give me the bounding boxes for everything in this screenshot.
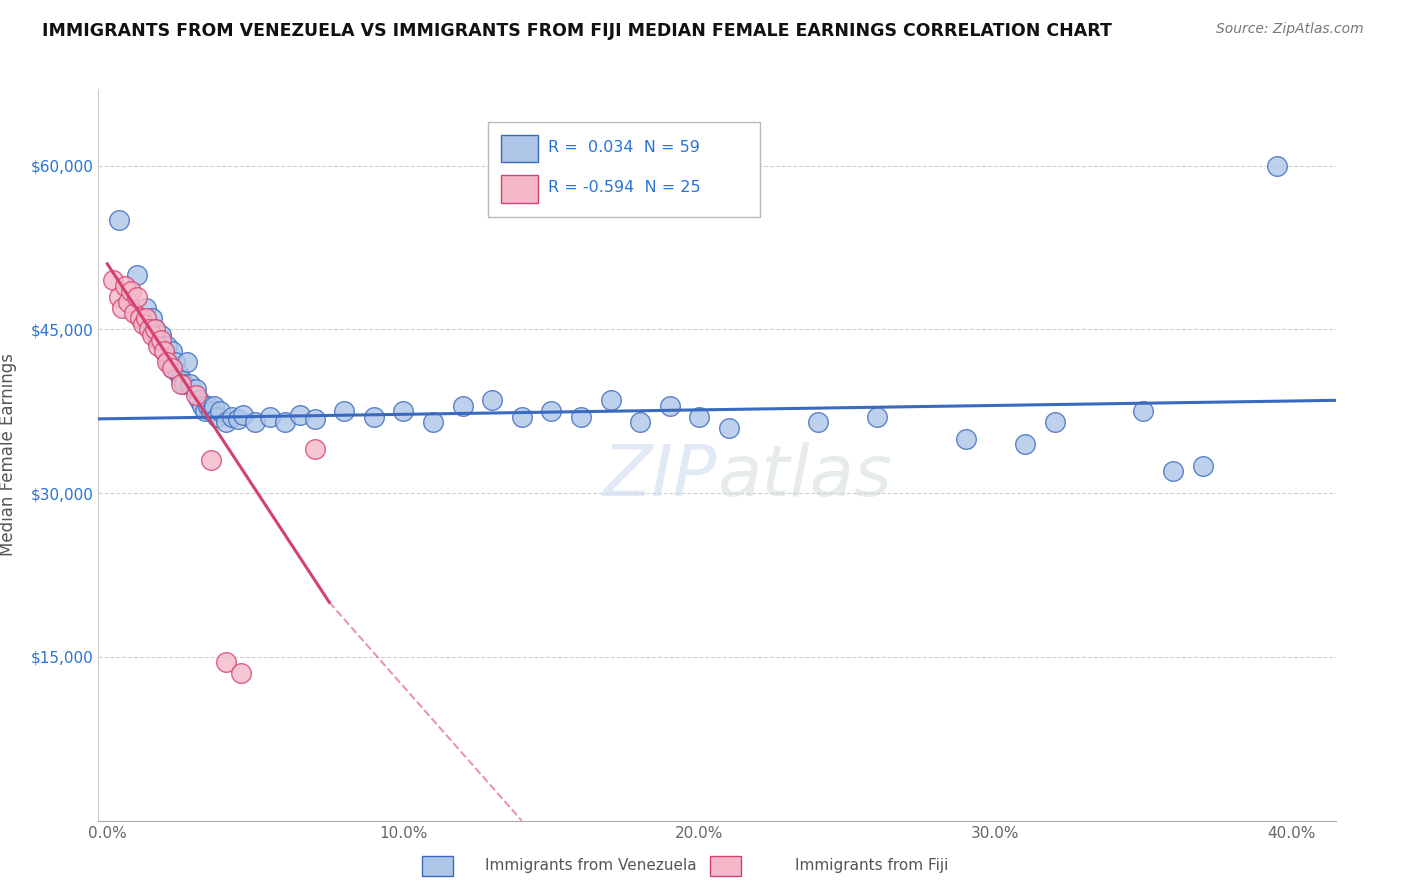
Point: [451, 399, 474, 413]
Point: [333, 404, 356, 418]
Point: [226, 412, 249, 426]
Point: [173, 376, 195, 391]
Point: [232, 408, 254, 422]
Point: [143, 322, 166, 336]
Point: [245, 415, 267, 429]
Point: [717, 420, 740, 434]
FancyBboxPatch shape: [501, 135, 537, 162]
Point: [569, 409, 592, 424]
Point: [120, 284, 142, 298]
Point: [422, 415, 444, 429]
Point: [658, 399, 681, 413]
Point: [122, 306, 145, 320]
Point: [1014, 437, 1036, 451]
Text: Source: ZipAtlas.com: Source: ZipAtlas.com: [1216, 22, 1364, 37]
Point: [103, 273, 125, 287]
Point: [510, 409, 533, 424]
Point: [141, 327, 163, 342]
Point: [1191, 458, 1213, 473]
Point: [202, 399, 225, 413]
Point: [162, 344, 184, 359]
Point: [191, 399, 214, 413]
Point: [184, 383, 207, 397]
Point: [200, 404, 222, 418]
Point: [146, 333, 169, 347]
FancyBboxPatch shape: [488, 122, 761, 218]
Point: [1132, 404, 1154, 418]
Point: [229, 666, 252, 681]
Point: [108, 213, 131, 227]
Point: [540, 404, 562, 418]
Point: [141, 311, 163, 326]
Point: [149, 327, 172, 342]
Point: [1043, 415, 1066, 429]
Point: [1265, 159, 1288, 173]
Point: [274, 415, 297, 429]
Point: [807, 415, 830, 429]
Point: [955, 432, 977, 446]
Point: [135, 301, 157, 315]
Point: [146, 339, 169, 353]
Point: [111, 301, 134, 315]
Point: [170, 371, 193, 385]
Point: [152, 344, 174, 359]
Point: [363, 409, 385, 424]
Point: [117, 295, 139, 310]
Point: [179, 376, 201, 391]
Point: [1161, 464, 1184, 478]
Point: [205, 409, 228, 424]
Point: [184, 388, 207, 402]
Text: ZIP: ZIP: [603, 442, 717, 511]
Point: [165, 355, 187, 369]
Text: IMMIGRANTS FROM VENEZUELA VS IMMIGRANTS FROM FIJI MEDIAN FEMALE EARNINGS CORRELA: IMMIGRANTS FROM VENEZUELA VS IMMIGRANTS …: [42, 22, 1112, 40]
Point: [125, 290, 148, 304]
Y-axis label: Median Female Earnings: Median Female Earnings: [0, 353, 17, 557]
FancyBboxPatch shape: [501, 175, 537, 202]
Point: [143, 322, 166, 336]
Point: [149, 333, 172, 347]
Point: [138, 322, 160, 336]
Point: [155, 339, 177, 353]
Text: R = -0.594  N = 25: R = -0.594 N = 25: [547, 180, 700, 195]
Point: [197, 399, 219, 413]
Point: [155, 355, 177, 369]
Point: [688, 409, 710, 424]
Point: [304, 442, 326, 457]
Point: [132, 317, 155, 331]
Point: [162, 360, 184, 375]
Point: [259, 409, 281, 424]
Point: [167, 366, 190, 380]
Text: R =  0.034  N = 59: R = 0.034 N = 59: [547, 140, 699, 155]
Text: atlas: atlas: [717, 442, 891, 511]
Point: [288, 408, 311, 422]
Point: [208, 404, 231, 418]
Point: [152, 344, 174, 359]
Point: [135, 311, 157, 326]
Point: [194, 404, 217, 418]
Point: [128, 311, 150, 326]
Point: [125, 268, 148, 282]
Point: [200, 453, 222, 467]
Point: [221, 409, 243, 424]
Point: [599, 393, 621, 408]
Point: [188, 393, 211, 408]
Point: [114, 278, 136, 293]
Point: [304, 412, 326, 426]
Point: [628, 415, 651, 429]
Text: Immigrants from Fiji: Immigrants from Fiji: [794, 858, 949, 872]
Point: [170, 376, 193, 391]
Point: [215, 415, 238, 429]
Point: [159, 355, 181, 369]
Point: [108, 290, 131, 304]
Point: [215, 656, 238, 670]
Point: [176, 355, 198, 369]
Point: [392, 404, 415, 418]
Text: Immigrants from Venezuela: Immigrants from Venezuela: [485, 858, 696, 872]
Point: [866, 409, 889, 424]
Point: [162, 360, 184, 375]
Point: [481, 393, 503, 408]
